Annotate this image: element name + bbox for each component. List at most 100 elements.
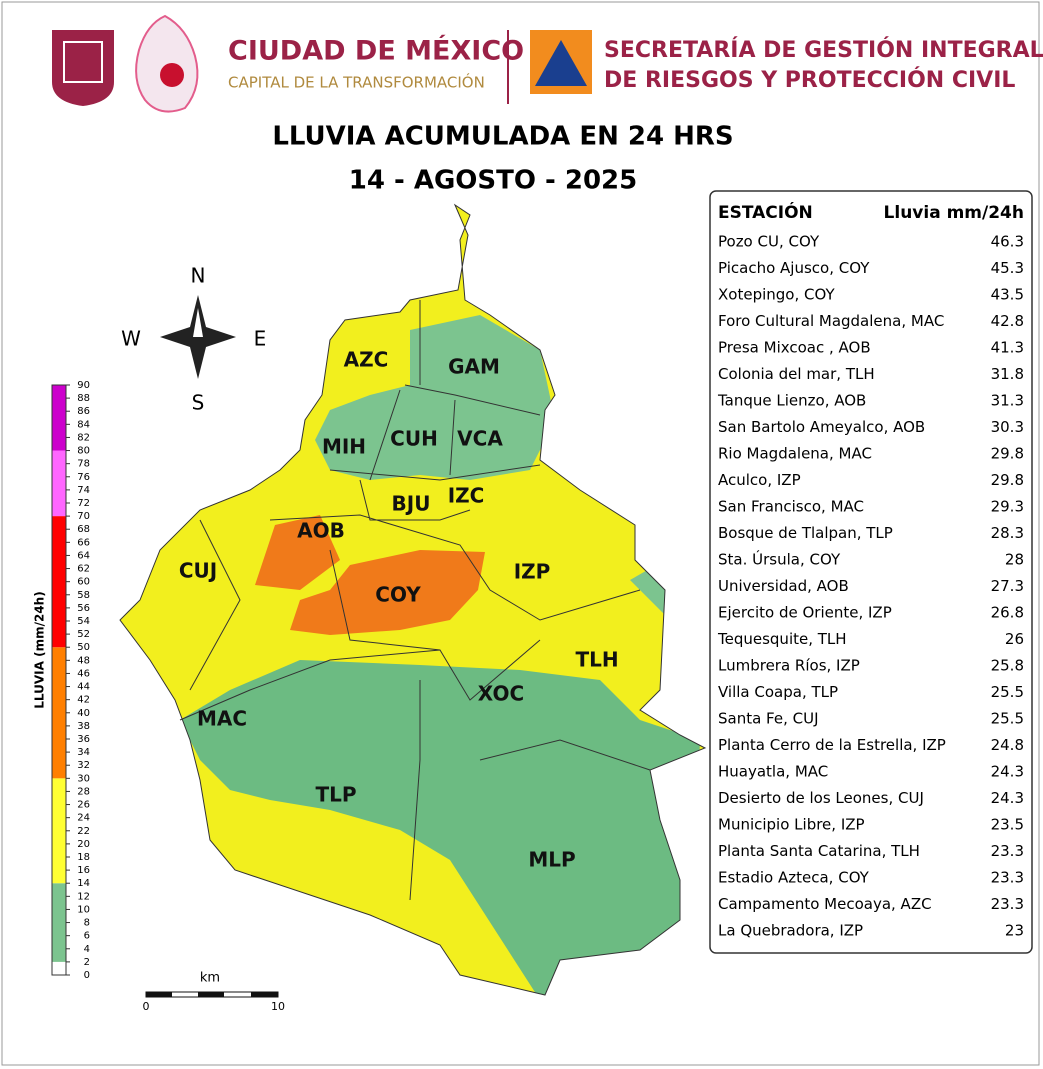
station-value: 43.5	[991, 286, 1024, 304]
legend-tick-label: 14	[77, 878, 90, 889]
legend-tick-label: 26	[77, 800, 90, 811]
legend-band	[52, 778, 66, 884]
compass-n: N	[191, 264, 206, 288]
city-motto: CAPITAL DE LA TRANSFORMACIÓN	[228, 73, 485, 92]
borough-label: MAC	[197, 707, 247, 731]
scale-bar-seg	[198, 992, 224, 997]
legend-tick-label: 10	[77, 904, 90, 915]
station-name: Aculco, IZP	[718, 471, 801, 489]
station-name: Santa Fe, CUJ	[718, 710, 819, 728]
station-name: La Quebradora, IZP	[718, 922, 863, 940]
compass-e: E	[254, 327, 267, 351]
station-name: Desierto de los Leones, CUJ	[718, 789, 924, 807]
station-name: Presa Mixcoac , AOB	[718, 339, 871, 357]
borough-label: IZP	[514, 560, 551, 584]
station-name: San Francisco, MAC	[718, 498, 864, 516]
station-name: Ejercito de Oriente, IZP	[718, 604, 892, 622]
station-value: 26.8	[991, 604, 1024, 622]
legend-tick-label: 34	[77, 747, 90, 758]
date: 14 - AGOSTO - 2025	[349, 166, 637, 196]
scale-unit: km	[200, 971, 220, 986]
legend-tick-label: 48	[77, 655, 90, 666]
legend-tick-label: 8	[84, 918, 90, 929]
station-name: Pozo CU, COY	[718, 233, 820, 251]
legend-tick-label: 74	[77, 485, 90, 496]
scale-label: 0	[143, 1000, 150, 1013]
station-name: Huayatla, MAC	[718, 763, 828, 781]
borough-label: IZC	[448, 484, 485, 508]
legend-tick-label: 76	[77, 472, 90, 483]
station-name: Planta Santa Catarina, TLH	[718, 842, 920, 860]
legend-tick-label: 88	[77, 393, 90, 404]
legend-tick-label: 22	[77, 826, 90, 837]
station-name: Xotepingo, COY	[718, 286, 835, 304]
scale-label: 10	[271, 1000, 285, 1013]
legend-tick-label: 16	[77, 865, 90, 876]
station-value: 25.5	[991, 710, 1024, 728]
borough-label: AOB	[297, 519, 345, 543]
station-value: 24.8	[991, 736, 1024, 754]
station-name: Bosque de Tlalpan, TLP	[718, 524, 893, 542]
station-name: Rio Magdalena, MAC	[718, 445, 872, 463]
scale-bar: km 0 10	[143, 971, 286, 1014]
station-value: 45.3	[991, 259, 1024, 277]
legend-tick-label: 66	[77, 537, 90, 548]
heart	[160, 63, 184, 87]
station-value: 29.3	[991, 498, 1024, 516]
station-name: Estadio Azteca, COY	[718, 869, 870, 887]
station-value: 28	[1005, 551, 1024, 569]
legend-tick-label: 44	[77, 682, 90, 693]
legend-tick-label: 62	[77, 564, 90, 575]
station-value: 23.3	[991, 895, 1024, 913]
compass-s: S	[192, 391, 205, 415]
station-value: 27.3	[991, 577, 1024, 595]
legend-tick-label: 0	[84, 970, 90, 981]
legend-tick-label: 64	[77, 550, 90, 561]
legend-band	[52, 450, 66, 517]
legend-band	[52, 385, 66, 451]
legend-tick-label: 56	[77, 603, 90, 614]
legend-tick-label: 54	[77, 616, 90, 627]
station-value: 41.3	[991, 339, 1024, 357]
station-name: Campamento Mecoaya, AZC	[718, 895, 932, 913]
legend-tick-label: 18	[77, 852, 90, 863]
legend-tick-label: 68	[77, 524, 90, 535]
shield	[52, 30, 114, 106]
station-value: 23.3	[991, 842, 1024, 860]
legend-tick-label: 32	[77, 760, 90, 771]
borough-label: MIH	[322, 435, 366, 459]
station-name: Planta Cerro de la Estrella, IZP	[718, 736, 946, 754]
borough-label: AZC	[344, 348, 389, 372]
legend-tick-label: 30	[77, 773, 90, 784]
borough-label: TLH	[575, 648, 618, 672]
legend-tick-label: 70	[77, 511, 90, 522]
station-value: 28.3	[991, 524, 1024, 542]
city-logo	[135, 14, 199, 113]
legend-tick-label: 84	[77, 419, 90, 430]
station-value: 31.8	[991, 365, 1024, 383]
legend-tick-label: 2	[84, 957, 90, 968]
legend-tick-label: 90	[77, 380, 90, 391]
rain-zone	[180, 660, 700, 995]
station-name: Picacho Ajusco, COY	[718, 259, 870, 277]
station-value: 42.8	[991, 312, 1024, 330]
legend-tick-label: 40	[77, 708, 90, 719]
scale-bar-seg	[251, 992, 278, 997]
legend-tick-label: 42	[77, 695, 90, 706]
legend-band	[52, 647, 66, 779]
station-value: 25.5	[991, 683, 1024, 701]
legend-tick-label: 28	[77, 786, 90, 797]
station-name: Universidad, AOB	[718, 577, 849, 595]
station-value: 25.8	[991, 657, 1024, 675]
station-value: 24.3	[991, 763, 1024, 781]
legend-tick-label: 78	[77, 459, 90, 470]
compass-rose	[193, 308, 203, 337]
borough-label: GAM	[448, 355, 500, 379]
legend-tick-label: 58	[77, 590, 90, 601]
legend-tick-label: 72	[77, 498, 90, 509]
agency: SECRETARÍA DE GESTIÓN INTEGRAL	[604, 37, 1043, 63]
legend-tick-label: 36	[77, 734, 90, 745]
legend-border	[51, 384, 67, 976]
station-value: 29.8	[991, 471, 1024, 489]
